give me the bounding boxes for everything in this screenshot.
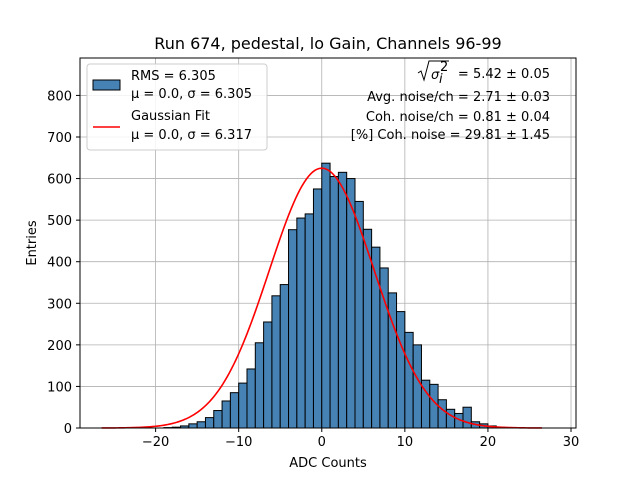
- histogram-bar: [346, 178, 356, 429]
- histogram-bar: [304, 213, 314, 429]
- histogram-bar: [329, 175, 339, 429]
- stat-sigma-sqrt: σ i 2 = 5.42 ± 0.05: [417, 60, 550, 87]
- stat-coh-noise-percent: [%] Coh. noise = 29.81 ± 1.45: [351, 128, 550, 143]
- plot-frame: [79, 57, 577, 429]
- histogram-bar: [296, 217, 306, 429]
- legend-fit-label-line2: μ = 0.0, σ = 6.317: [131, 128, 252, 143]
- stat-avg-noise: Avg. noise/ch = 2.71 ± 0.03: [367, 90, 550, 105]
- histogram-bar: [337, 171, 348, 429]
- x-tick-label: 10: [397, 435, 414, 450]
- y-axis-label: Entries: [25, 220, 40, 266]
- y-axis-ticks: 0 100 200 300 400 500 600 700 800: [47, 89, 80, 437]
- histogram-bar: [263, 321, 273, 429]
- y-tick-label: 0: [64, 422, 72, 437]
- histogram-bar: [437, 399, 447, 429]
- y-tick-label: 800: [47, 89, 72, 104]
- x-tick-label: 0: [318, 435, 326, 450]
- histogram-bar: [271, 295, 281, 429]
- histogram-bar: [188, 423, 198, 429]
- legend-histogram-label-line2: μ = 0.0, σ = 6.305: [131, 87, 252, 102]
- legend-histogram-label: RMS = 6.305: [131, 69, 216, 84]
- stat-sigma-value: = 5.42 ± 0.05: [458, 67, 550, 82]
- legend-fit-label: Gaussian Fit: [131, 109, 210, 124]
- histogram-bar: [429, 383, 439, 429]
- histogram-bar: [279, 284, 290, 429]
- legend-frame: [86, 63, 268, 151]
- histogram-bar: [412, 344, 422, 429]
- histogram-bar: [221, 400, 231, 429]
- sigma-subscript: i: [439, 72, 443, 87]
- histogram-bar: [254, 342, 265, 429]
- gaussian-fit-line: [101, 167, 542, 429]
- sigma-symbol: σ: [431, 68, 440, 83]
- histogram-bar: [321, 162, 331, 429]
- histogram-bar: [312, 188, 323, 429]
- histogram-bar: [204, 417, 215, 429]
- histogram-bar: [288, 229, 298, 429]
- histogram-bar: [213, 410, 223, 429]
- y-tick-label: 300: [47, 297, 72, 312]
- histogram-bar: [229, 392, 240, 429]
- sqrt-symbol: [417, 60, 449, 82]
- x-tick-label: 20: [480, 435, 497, 450]
- chart-title: Run 674, pedestal, lo Gain, Channels 96-…: [154, 34, 501, 53]
- y-tick-label: 400: [47, 256, 72, 271]
- y-tick-label: 700: [47, 131, 72, 146]
- histogram-bar: [238, 382, 248, 429]
- x-axis-ticks: −20 −10 0 10 20 30: [142, 428, 579, 450]
- legend: RMS = 6.305 μ = 0.0, σ = 6.305 Gaussian …: [86, 63, 268, 151]
- histogram-bar: [445, 408, 456, 429]
- x-tick-label: 30: [563, 435, 580, 450]
- histogram-bar: [462, 406, 472, 429]
- histogram-bar: [404, 331, 414, 429]
- x-tick-label: −10: [225, 435, 252, 450]
- y-tick-label: 100: [47, 380, 72, 395]
- y-tick-label: 500: [47, 214, 72, 229]
- x-axis-label: ADC Counts: [289, 456, 367, 471]
- x-tick-label: −20: [142, 435, 169, 450]
- y-tick-label: 200: [47, 339, 72, 354]
- statistics-box: σ i 2 = 5.42 ± 0.05 Avg. noise/ch = 2.71…: [351, 60, 550, 143]
- histogram-bar: [396, 311, 406, 429]
- y-tick-label: 600: [47, 173, 72, 188]
- histogram-bars: [163, 162, 514, 429]
- histogram-bar: [196, 421, 206, 429]
- histogram-bar: [246, 368, 256, 429]
- sigma-superscript: 2: [440, 60, 448, 75]
- legend-histogram-swatch: [92, 79, 121, 91]
- stat-coh-noise: Coh. noise/ch = 0.81 ± 0.04: [366, 110, 550, 125]
